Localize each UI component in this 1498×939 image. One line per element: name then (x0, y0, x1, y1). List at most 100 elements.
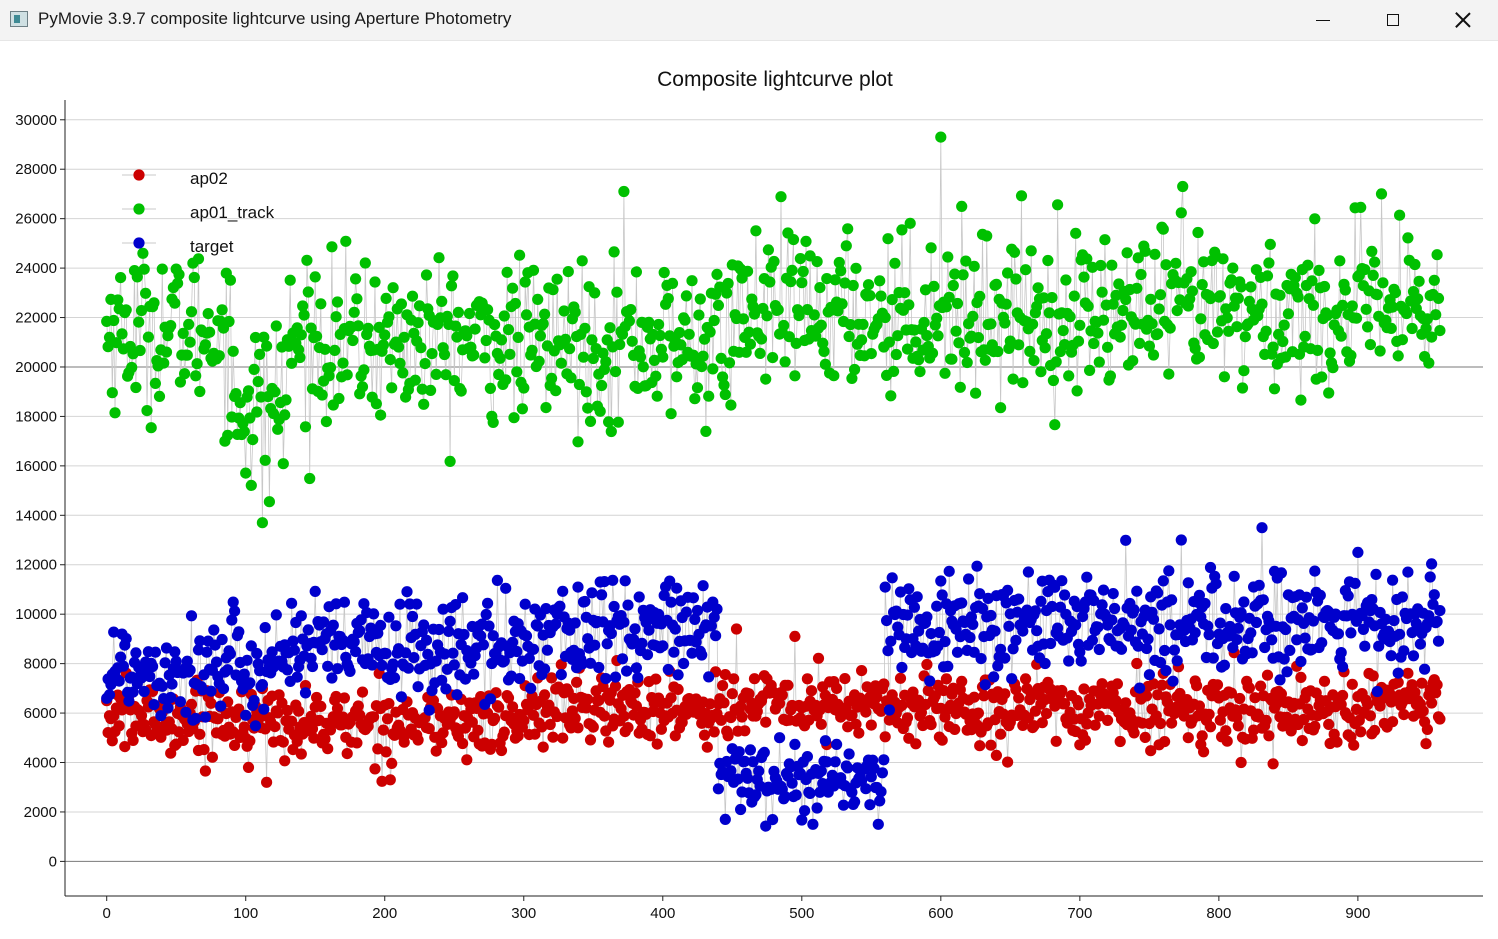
data-point (1281, 666, 1293, 678)
data-point (947, 279, 959, 292)
close-button[interactable] (1428, 0, 1498, 40)
data-point (412, 317, 424, 329)
close-icon (1455, 12, 1471, 28)
data-point (155, 710, 167, 722)
data-point (411, 598, 423, 610)
data-point (1420, 738, 1432, 750)
data-point (400, 647, 412, 659)
data-point (569, 306, 581, 318)
data-point (1259, 641, 1271, 654)
data-point (242, 385, 255, 397)
data-point (208, 624, 220, 636)
data-point (194, 728, 206, 740)
data-point (1204, 561, 1217, 574)
data-point (135, 710, 148, 722)
data-point (1296, 735, 1308, 747)
data-point (272, 423, 284, 435)
data-point (819, 735, 832, 747)
data-point (711, 603, 723, 615)
data-point (878, 754, 890, 766)
data-point (302, 624, 314, 636)
data-point (532, 293, 544, 305)
data-point (721, 287, 733, 299)
minimize-button[interactable] (1288, 0, 1358, 40)
data-point (1203, 708, 1215, 720)
x-tick-label: 700 (1067, 905, 1092, 922)
data-point (141, 405, 153, 417)
data-point (224, 274, 236, 286)
data-point (876, 767, 889, 779)
data-point (185, 610, 198, 622)
data-point (1387, 301, 1399, 313)
data-point (293, 705, 305, 717)
lightcurve-plot[interactable]: Composite lightcurve plot 02000400060008… (0, 40, 1498, 939)
data-point (370, 398, 382, 410)
data-point (904, 217, 916, 229)
data-point (885, 635, 897, 647)
data-point (1225, 687, 1237, 699)
data-point (311, 691, 323, 704)
data-point (486, 738, 498, 751)
data-point (516, 403, 529, 415)
data-point (1387, 716, 1399, 728)
data-point (1218, 371, 1230, 383)
data-point (1313, 264, 1325, 276)
data-point (586, 587, 598, 599)
data-point (352, 320, 364, 332)
data-point (1143, 669, 1155, 681)
data-point (883, 704, 896, 716)
data-point (1050, 735, 1062, 747)
data-point (375, 409, 387, 421)
data-point (1143, 340, 1155, 352)
data-point (604, 322, 616, 334)
data-point (593, 694, 605, 707)
data-point (1147, 349, 1160, 361)
data-point (156, 263, 168, 275)
data-point (1366, 594, 1378, 606)
data-point (379, 329, 391, 341)
maximize-button[interactable] (1358, 0, 1428, 40)
data-point (1157, 223, 1169, 235)
data-point (169, 297, 181, 309)
data-point (711, 268, 723, 280)
data-point (272, 707, 284, 719)
data-point (194, 385, 206, 398)
data-point (758, 746, 770, 759)
data-point (1134, 337, 1146, 349)
data-point (864, 799, 876, 811)
minimize-icon (1316, 19, 1330, 21)
data-point (1149, 248, 1161, 260)
data-point (191, 358, 203, 370)
data-point (1006, 673, 1018, 685)
data-point (1335, 330, 1347, 342)
data-point (1145, 293, 1157, 305)
data-point (1417, 705, 1429, 717)
data-point (718, 697, 730, 709)
data-point (735, 803, 747, 816)
data-point (580, 702, 592, 714)
data-point (964, 631, 976, 644)
data-point (949, 723, 961, 736)
data-point (1164, 322, 1176, 334)
data-point (796, 277, 808, 289)
y-tick-label: 0 (49, 853, 57, 870)
data-point (1398, 709, 1410, 721)
data-point (739, 755, 751, 767)
data-point (452, 306, 464, 318)
data-point (1035, 595, 1047, 607)
data-point (315, 298, 327, 310)
data-point (675, 339, 687, 351)
data-point (227, 596, 239, 608)
data-point (628, 633, 640, 646)
data-point (603, 736, 615, 748)
data-point (632, 672, 644, 684)
data-point (1207, 652, 1219, 664)
data-point (319, 733, 331, 745)
data-point (1013, 339, 1025, 351)
data-point (974, 588, 986, 600)
data-point (957, 269, 969, 281)
data-point (1298, 713, 1310, 726)
data-point (605, 425, 617, 438)
data-point (512, 331, 524, 343)
data-point (238, 721, 250, 733)
